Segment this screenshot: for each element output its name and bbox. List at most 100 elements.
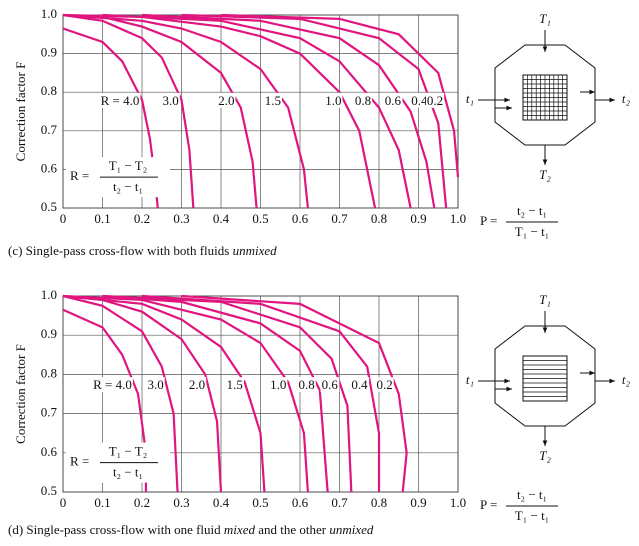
diagram-label: T₂ bbox=[539, 167, 551, 182]
series-label: 2.0 bbox=[218, 93, 234, 108]
y-tick-label: 0.8 bbox=[41, 365, 57, 380]
series-label-bg bbox=[425, 92, 445, 108]
y-tick-label: 0.9 bbox=[41, 326, 57, 341]
x-tick-label: 0.3 bbox=[173, 211, 189, 226]
series-label-bg bbox=[92, 377, 133, 393]
series-label: 2.0 bbox=[189, 377, 205, 392]
arrow-head bbox=[542, 159, 548, 165]
x-tick-label: 0.7 bbox=[331, 495, 348, 510]
arrow-head bbox=[504, 378, 510, 384]
r-formula: T₁ − T₂ bbox=[109, 444, 148, 459]
curve bbox=[62, 13, 195, 209]
curve bbox=[181, 294, 408, 493]
x-tick-label: 0.3 bbox=[173, 495, 189, 510]
series-label: 0.8 bbox=[299, 377, 315, 392]
y-tick-label: 0.7 bbox=[41, 122, 58, 137]
caption-part: (c) Single-pass cross-flow with both flu… bbox=[8, 243, 233, 258]
x-tick-label: 0.9 bbox=[410, 495, 426, 510]
curve bbox=[62, 294, 266, 493]
caption: (d) Single-pass cross-flow with one flui… bbox=[8, 522, 374, 537]
x-tick-label: 0.2 bbox=[134, 211, 150, 226]
series-label-bg bbox=[320, 377, 340, 393]
x-tick-label: 0.2 bbox=[134, 495, 150, 510]
arrow-head bbox=[506, 105, 512, 111]
p-formula: T₁ − t₁ bbox=[515, 224, 549, 239]
series-label: 0.6 bbox=[385, 93, 402, 108]
diagram-label: T₂ bbox=[539, 448, 551, 463]
diagram-label: T₁ bbox=[539, 11, 551, 26]
series-label-bg bbox=[225, 377, 244, 393]
curve bbox=[220, 13, 460, 178]
curve bbox=[141, 294, 381, 492]
series-label-bg bbox=[324, 92, 343, 108]
arrow-head bbox=[542, 327, 548, 333]
r-formula: t₂ − t₁ bbox=[113, 465, 143, 480]
p-formula: P = bbox=[480, 213, 497, 228]
y-tick-label: 0.6 bbox=[41, 444, 58, 459]
caption-part: unmixed bbox=[329, 522, 374, 537]
series-label: 3.0 bbox=[147, 377, 163, 392]
y-tick-label: 1.0 bbox=[41, 287, 57, 302]
curve bbox=[62, 294, 179, 493]
curve bbox=[181, 13, 448, 209]
series-label-bg bbox=[353, 92, 373, 108]
diagram-label: t₂ bbox=[622, 91, 631, 106]
x-tick-label: 0.8 bbox=[371, 211, 387, 226]
caption-part: and the other bbox=[255, 522, 329, 537]
arrow-head bbox=[506, 386, 512, 392]
x-tick-label: 0.4 bbox=[213, 495, 230, 510]
y-tick-label: 0.9 bbox=[41, 45, 57, 60]
diagram-label: t₁ bbox=[466, 372, 474, 387]
x-tick-label: 0.7 bbox=[331, 211, 348, 226]
diagram-label: t₁ bbox=[466, 91, 474, 106]
caption-part: unmixed bbox=[233, 243, 278, 258]
curve bbox=[62, 13, 309, 209]
r-formula: T₁ − T₂ bbox=[109, 158, 148, 173]
arrow-head bbox=[542, 46, 548, 52]
x-tick-label: 1.0 bbox=[450, 495, 466, 510]
y-tick-label: 0.8 bbox=[41, 83, 57, 98]
p-formula: P = bbox=[480, 497, 497, 512]
series-label: R = 4.0 bbox=[93, 377, 132, 392]
series-label-bg bbox=[269, 377, 288, 393]
x-tick-label: 0.1 bbox=[94, 495, 110, 510]
series-label: 0.2 bbox=[376, 377, 392, 392]
series-label: 0.8 bbox=[355, 93, 371, 108]
arrow-head bbox=[542, 440, 548, 446]
x-tick-label: 0.6 bbox=[292, 495, 309, 510]
arrow-head bbox=[609, 378, 615, 384]
y-tick-label: 1.0 bbox=[41, 6, 57, 21]
series-label-bg bbox=[187, 377, 207, 393]
x-tick-label: 0 bbox=[60, 495, 67, 510]
x-tick-label: 0.9 bbox=[410, 211, 426, 226]
series-label: R = 4.0 bbox=[101, 93, 140, 108]
series-label-bg bbox=[99, 92, 141, 108]
curve bbox=[102, 13, 412, 209]
exchanger-body bbox=[494, 44, 596, 146]
series-label: 3.0 bbox=[163, 93, 179, 108]
x-tick-label: 0.6 bbox=[292, 211, 309, 226]
y-tick-label: 0.5 bbox=[41, 483, 57, 498]
p-formula: t₂ − t₁ bbox=[517, 487, 547, 502]
series-label: 0.4 bbox=[351, 377, 368, 392]
series-label: 1.5 bbox=[265, 93, 281, 108]
series-label: 0.4 bbox=[411, 93, 428, 108]
diagram-label: T₁ bbox=[539, 292, 551, 307]
y-axis-label: Correction factor F bbox=[13, 344, 28, 444]
series-label-bg bbox=[161, 92, 180, 108]
x-tick-label: 0.4 bbox=[213, 211, 230, 226]
series-label-bg bbox=[263, 92, 283, 108]
arrow-head bbox=[589, 89, 595, 95]
series-label: 0.2 bbox=[427, 93, 443, 108]
x-tick-label: 0 bbox=[60, 211, 67, 226]
series-label-bg bbox=[146, 377, 165, 393]
curve bbox=[102, 294, 329, 493]
x-tick-label: 0.5 bbox=[252, 495, 268, 510]
y-tick-label: 0.7 bbox=[41, 405, 58, 420]
series-label-bg bbox=[375, 377, 394, 393]
y-axis-label: Correction factor F bbox=[13, 62, 28, 162]
exchanger-body bbox=[494, 325, 596, 427]
series-label-bg bbox=[383, 92, 403, 108]
series-label-bg bbox=[410, 92, 429, 108]
